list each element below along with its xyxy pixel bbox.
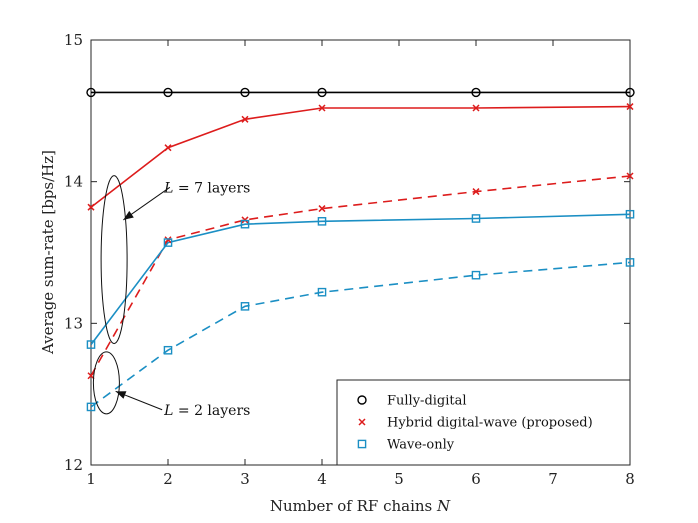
data-point-hybrid-digital-wave-proposed-7-layers xyxy=(87,203,95,211)
annotation-label: L = 7 layers xyxy=(163,180,250,196)
data-point-hybrid-digital-wave-proposed-2-layers xyxy=(164,236,172,244)
series-line-wave-only-7-layers xyxy=(91,213,630,346)
y-axis-label: Average sum-rate [bps/Hz] xyxy=(39,150,57,355)
legend-entry-fully-digital: Fully-digital xyxy=(357,394,467,409)
data-point-hybrid-digital-wave-proposed-7-layers xyxy=(472,104,480,112)
x-tick-label: 6 xyxy=(471,470,481,488)
series-line-hybrid-digital-wave-proposed-7-layers xyxy=(91,105,630,208)
data-point-wave-only-7-layers xyxy=(86,340,96,349)
series-lines xyxy=(91,91,630,408)
legend-label: Fully-digital xyxy=(387,394,467,409)
y-axis-ticks: 12 13 14 15 xyxy=(64,31,630,474)
y-tick-label: 15 xyxy=(64,31,83,49)
data-point-wave-only-2-layers xyxy=(163,345,173,355)
legend-entry-wave-only: Wave-only xyxy=(357,438,455,453)
data-point-fully-digital xyxy=(163,87,173,98)
data-point-hybrid-digital-wave-proposed-7-layers xyxy=(164,144,172,152)
x-tick-label: 2 xyxy=(163,470,173,488)
y-tick-label: 13 xyxy=(64,314,83,332)
data-point-fully-digital xyxy=(625,87,635,98)
x-tick-label: 3 xyxy=(240,470,250,488)
data-point-hybrid-digital-wave-proposed-7-layers xyxy=(626,103,634,111)
y-tick-label: 12 xyxy=(64,456,83,474)
data-point-hybrid-digital-wave-proposed-2-layers xyxy=(626,172,634,180)
legend-marker-square xyxy=(357,439,367,449)
data-point-hybrid-digital-wave-proposed-7-layers xyxy=(318,104,326,112)
x-tick-label: 8 xyxy=(625,470,635,488)
annotation-arrowhead xyxy=(115,391,127,399)
series-line-hybrid-digital-wave-proposed-2-layers xyxy=(91,175,630,377)
x-axis-ticks: 1 2 3 4 5 6 7 8 xyxy=(86,40,635,488)
data-point-hybrid-digital-wave-proposed-2-layers xyxy=(318,205,326,213)
x-tick-label: 5 xyxy=(394,470,404,488)
data-point-fully-digital xyxy=(240,87,250,98)
data-point-wave-only-2-layers xyxy=(471,270,481,280)
legend-box xyxy=(336,379,631,466)
series-line-wave-only-2-layers xyxy=(91,261,630,408)
legend-marker-circle xyxy=(357,395,367,405)
annotation-arrowhead xyxy=(123,210,134,220)
data-point-hybrid-digital-wave-proposed-7-layers xyxy=(241,115,249,123)
x-tick-label: 7 xyxy=(548,470,558,488)
data-point-fully-digital xyxy=(317,87,327,98)
data-point-fully-digital xyxy=(471,87,481,98)
legend-label: Wave-only xyxy=(387,438,455,453)
x-tick-label: 1 xyxy=(86,470,96,488)
legend: Fully-digital Hybrid digital-wave (propos… xyxy=(336,379,631,466)
data-point-wave-only-2-layers xyxy=(86,402,96,412)
data-point-fully-digital xyxy=(86,87,96,98)
data-point-hybrid-digital-wave-proposed-2-layers xyxy=(87,372,95,380)
x-tick-label: 4 xyxy=(317,470,327,488)
data-point-wave-only-2-layers xyxy=(317,287,327,297)
data-point-wave-only-2-layers xyxy=(625,258,635,267)
annotations: L = 7 layers L = 2 layers xyxy=(92,175,250,419)
annotation-ellipse xyxy=(100,175,128,345)
y-tick-label: 14 xyxy=(64,173,83,191)
data-point-wave-only-7-layers xyxy=(163,238,173,247)
data-point-wave-only-7-layers xyxy=(240,219,250,229)
data-point-hybrid-digital-wave-proposed-2-layers xyxy=(472,188,480,196)
series-markers xyxy=(86,87,635,412)
annotation-label: L = 2 layers xyxy=(163,403,250,419)
x-axis-label: Number of RF chains N xyxy=(270,497,451,515)
data-point-wave-only-2-layers xyxy=(240,302,250,311)
annotation-ellipse xyxy=(92,351,120,415)
legend-marker-x xyxy=(358,418,366,426)
legend-entry-hybrid-digital-wave-proposed: Hybrid digital-wave (proposed) xyxy=(358,416,593,431)
data-point-wave-only-7-layers xyxy=(317,217,327,226)
data-point-wave-only-7-layers xyxy=(471,214,481,223)
legend-label: Hybrid digital-wave (proposed) xyxy=(387,416,593,431)
data-point-wave-only-7-layers xyxy=(625,209,635,219)
